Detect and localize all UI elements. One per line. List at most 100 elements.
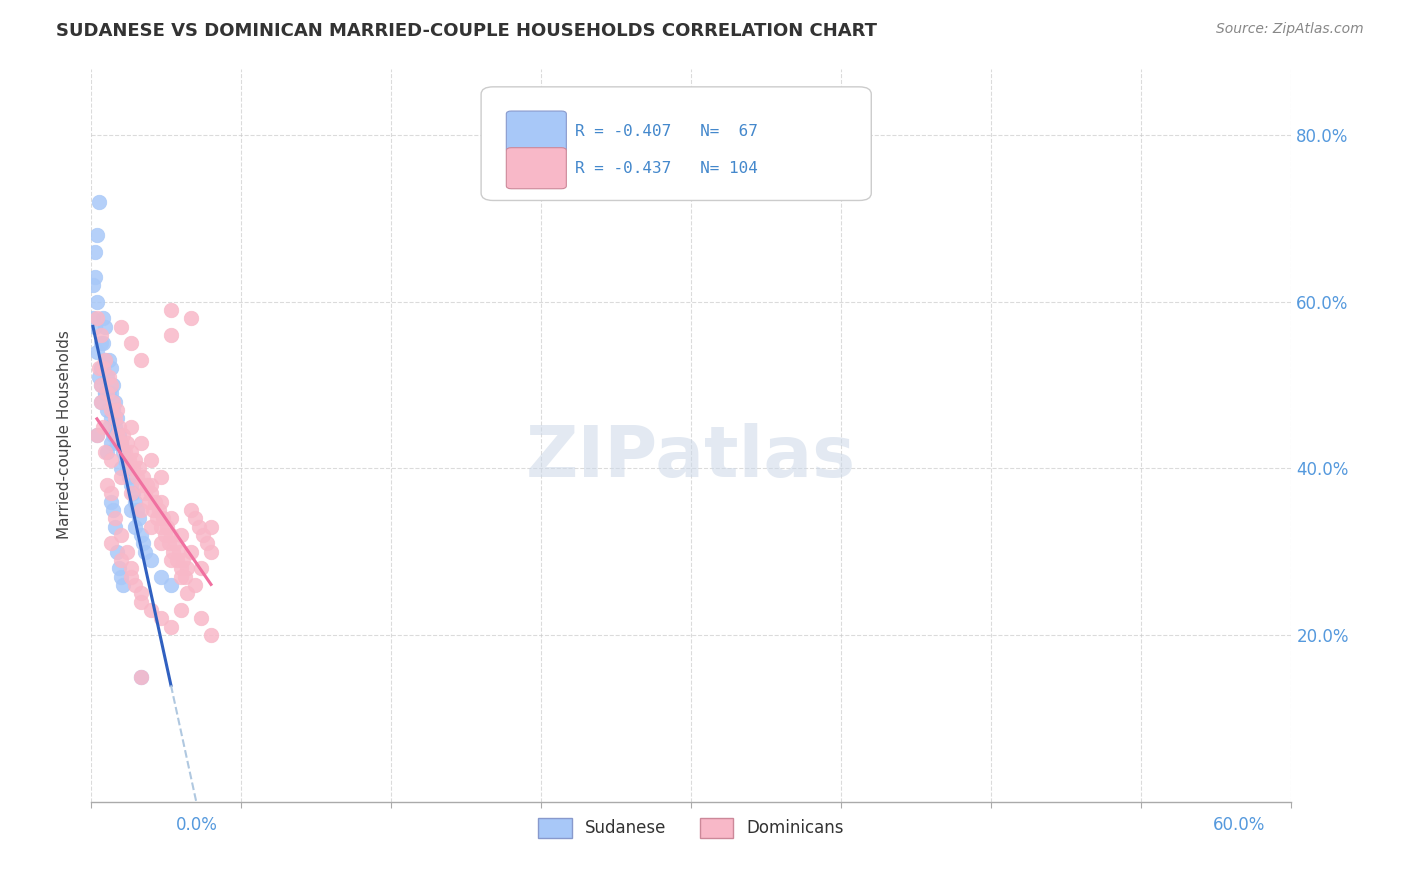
- Point: [114, 444, 136, 458]
- Point: [152, 511, 174, 525]
- Point: [104, 511, 127, 525]
- Point: [90, 394, 112, 409]
- Point: [86, 294, 108, 309]
- Point: [146, 511, 169, 525]
- Point: [125, 503, 148, 517]
- Point: [180, 503, 202, 517]
- Point: [120, 486, 142, 500]
- Point: [170, 561, 193, 575]
- Point: [139, 553, 162, 567]
- Point: [86, 428, 108, 442]
- Text: SUDANESE VS DOMINICAN MARRIED-COUPLE HOUSEHOLDS CORRELATION CHART: SUDANESE VS DOMINICAN MARRIED-COUPLE HOU…: [56, 22, 877, 40]
- Point: [129, 594, 152, 608]
- Point: [96, 403, 118, 417]
- Point: [100, 436, 122, 450]
- Point: [94, 319, 117, 334]
- Point: [91, 311, 114, 326]
- Point: [87, 361, 110, 376]
- Point: [190, 611, 212, 625]
- Point: [97, 369, 120, 384]
- Point: [188, 519, 211, 533]
- Point: [84, 269, 107, 284]
- Point: [120, 503, 142, 517]
- Point: [120, 478, 142, 492]
- Point: [115, 461, 138, 475]
- Point: [172, 553, 194, 567]
- Point: [128, 461, 150, 475]
- Point: [170, 569, 193, 583]
- Legend: Sudanese, Dominicans: Sudanese, Dominicans: [531, 811, 851, 845]
- Point: [118, 469, 141, 483]
- Point: [200, 544, 222, 558]
- Point: [94, 353, 117, 368]
- Point: [84, 244, 107, 259]
- Point: [100, 494, 122, 508]
- Point: [90, 378, 112, 392]
- Point: [101, 428, 124, 442]
- Point: [101, 403, 124, 417]
- Point: [122, 461, 145, 475]
- Point: [129, 528, 152, 542]
- Point: [170, 528, 193, 542]
- Point: [90, 361, 112, 376]
- Point: [86, 428, 108, 442]
- Point: [149, 569, 172, 583]
- Point: [148, 503, 170, 517]
- Point: [100, 453, 122, 467]
- Point: [160, 528, 183, 542]
- Point: [174, 569, 197, 583]
- Point: [114, 453, 136, 467]
- Point: [160, 553, 183, 567]
- Point: [100, 361, 122, 376]
- Point: [118, 453, 141, 467]
- Point: [160, 511, 183, 525]
- Point: [200, 628, 222, 642]
- Point: [120, 336, 142, 351]
- Point: [124, 519, 146, 533]
- Point: [108, 419, 131, 434]
- Point: [105, 544, 128, 558]
- Point: [200, 519, 222, 533]
- Point: [149, 536, 172, 550]
- Point: [163, 536, 186, 550]
- Point: [82, 278, 104, 293]
- Point: [100, 403, 122, 417]
- Point: [104, 519, 127, 533]
- Point: [86, 228, 108, 243]
- Point: [132, 469, 155, 483]
- Point: [122, 486, 145, 500]
- Point: [105, 436, 128, 450]
- Point: [190, 561, 212, 575]
- Point: [94, 353, 117, 368]
- FancyBboxPatch shape: [506, 148, 567, 189]
- Point: [139, 603, 162, 617]
- Point: [134, 486, 156, 500]
- Point: [100, 386, 122, 401]
- Point: [142, 503, 165, 517]
- Point: [110, 319, 132, 334]
- Point: [184, 511, 207, 525]
- Point: [160, 328, 183, 343]
- Point: [110, 528, 132, 542]
- Point: [111, 444, 134, 458]
- Point: [96, 444, 118, 458]
- Point: [96, 478, 118, 492]
- Point: [125, 469, 148, 483]
- Point: [134, 544, 156, 558]
- Point: [86, 344, 108, 359]
- Point: [90, 394, 112, 409]
- Point: [124, 494, 146, 508]
- Point: [91, 361, 114, 376]
- Point: [101, 378, 124, 392]
- Point: [180, 311, 202, 326]
- Text: 0.0%: 0.0%: [176, 816, 218, 834]
- Point: [94, 444, 117, 458]
- Point: [96, 369, 118, 384]
- FancyBboxPatch shape: [506, 111, 567, 153]
- Point: [115, 436, 138, 450]
- Point: [87, 194, 110, 209]
- Y-axis label: Married-couple Households: Married-couple Households: [58, 331, 72, 540]
- Point: [170, 603, 193, 617]
- Point: [191, 528, 214, 542]
- Point: [108, 428, 131, 442]
